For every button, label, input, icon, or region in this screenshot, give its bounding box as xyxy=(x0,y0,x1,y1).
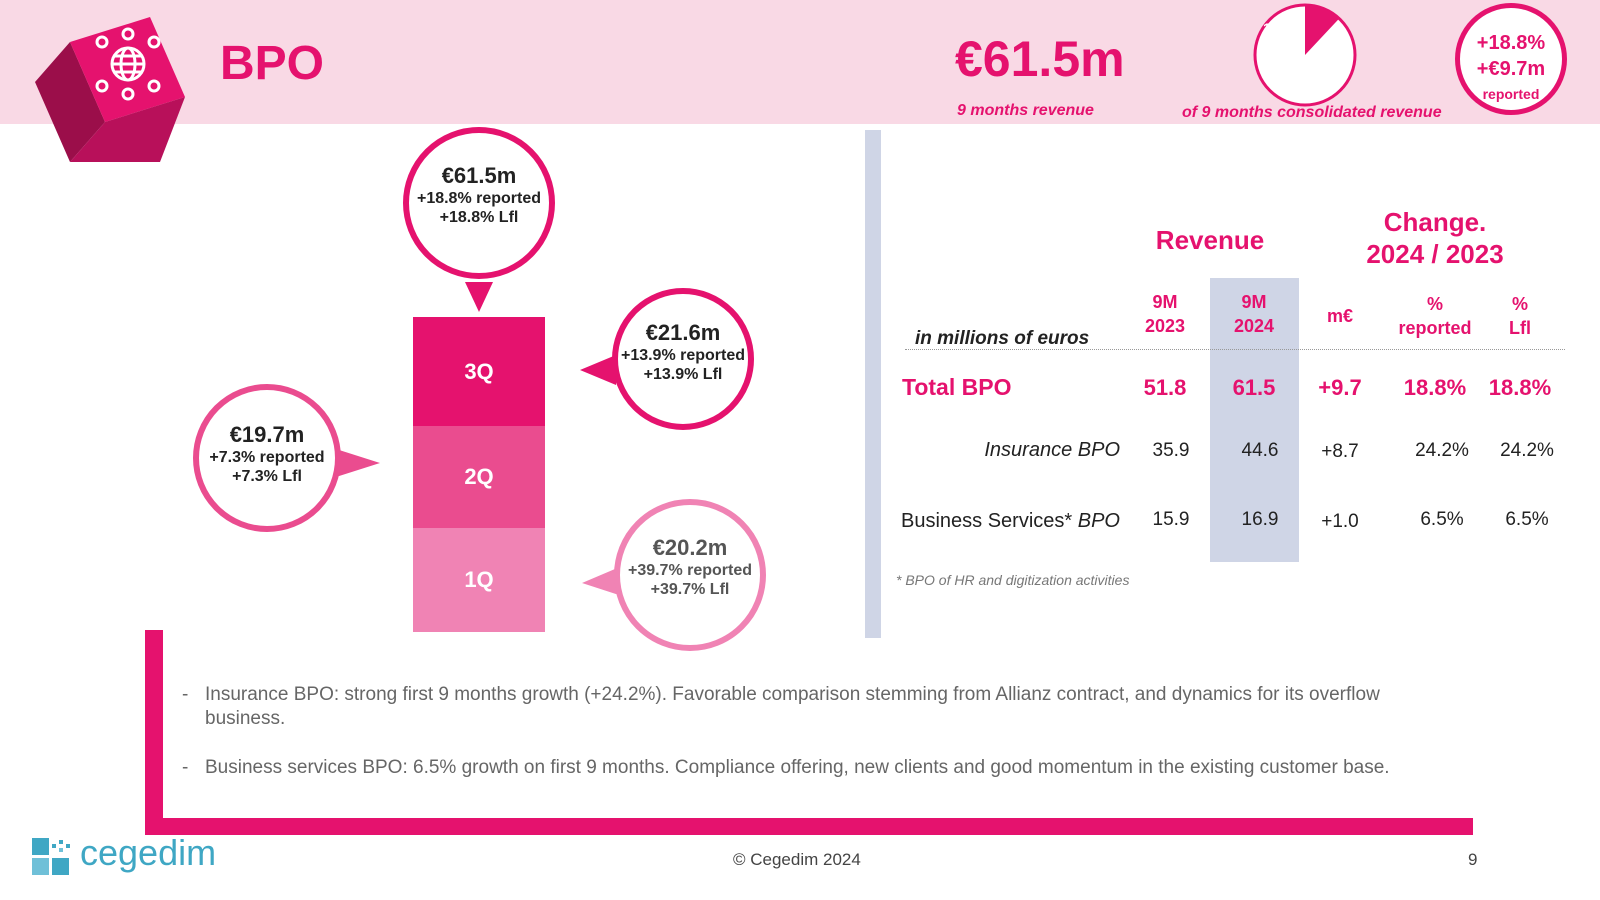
row-business-9m2024: 16.9 xyxy=(1241,509,1279,530)
bar-q3: 3Q xyxy=(413,317,545,426)
table-footnote: * BPO of HR and digitization activities xyxy=(896,572,1130,588)
total-value: €61.5m xyxy=(441,163,517,188)
page-title: BPO xyxy=(220,37,325,90)
vertical-divider xyxy=(865,130,881,638)
q1-value: €20.2m xyxy=(652,535,728,560)
q2-value: €19.7m xyxy=(229,422,305,447)
cegedim-logo-icon xyxy=(32,838,70,875)
total-bubble-pointer xyxy=(465,282,493,312)
badge-reported: reported xyxy=(1482,86,1540,102)
q2-bubble: €19.7m +7.3% reported +7.3% Lfl xyxy=(193,384,341,532)
q2-bubble-pointer xyxy=(336,449,380,477)
bar-q1-label: 1Q xyxy=(464,567,494,592)
bar-q1: 1Q xyxy=(413,528,545,632)
comment-frame-left xyxy=(145,630,163,835)
change-header: Change. 2024 / 2023 xyxy=(1350,206,1520,270)
bar-q2: 2Q xyxy=(413,426,545,528)
q3-value: €21.6m xyxy=(645,320,721,345)
row-insurance-9m2023: 35.9 xyxy=(1152,440,1190,461)
col-reported-line1: % xyxy=(1426,294,1443,314)
col-9m2024-line2: 2024 xyxy=(1233,316,1275,336)
col-lfl-line1: % xyxy=(1511,294,1528,314)
q3-bubble-pointer xyxy=(580,355,616,385)
bullet-insurance-text: Insurance BPO: strong first 9 months gro… xyxy=(205,684,1380,729)
bullet-dash: - xyxy=(182,684,189,705)
units-label: in millions of euros xyxy=(915,328,1090,349)
row-total-reported: 18.8% xyxy=(1403,375,1467,400)
col-9m2023-line2: 2023 xyxy=(1144,316,1186,336)
row-business-label-main: Business Services* xyxy=(901,510,1073,532)
cegedim-logo-text: cegedim xyxy=(80,832,217,873)
q1-bubble-pointer xyxy=(582,566,622,596)
q3-reported: +13.9% reported xyxy=(620,347,746,364)
comment-bullet-insurance: - Insurance BPO: strong first 9 months g… xyxy=(182,683,1452,731)
revenue-share-pie xyxy=(1253,3,1357,107)
q3-lfl: +13.9% Lfl xyxy=(643,366,723,383)
kpi-revenue-value: €61.5m xyxy=(955,31,1125,87)
bar-q3-label: 3Q xyxy=(464,358,494,384)
comment-frame-bottom xyxy=(145,818,1473,835)
badge-amount: +€9.7m xyxy=(1476,58,1546,80)
col-reported-line2: reported xyxy=(1398,318,1472,338)
row-business-lfl: 6.5% xyxy=(1505,509,1549,530)
col-header-9m2023: 9M 2023 xyxy=(1125,290,1205,338)
q1-lfl: +39.7% Lfl xyxy=(650,581,730,598)
badge-percent: +18.8% xyxy=(1476,32,1546,54)
col-9m2023-line1: 9M xyxy=(1152,292,1178,312)
total-reported: +18.8% reported xyxy=(416,190,542,207)
total-lfl: +18.8% Lfl xyxy=(439,209,519,226)
total-bubble: €61.5m +18.8% reported +18.8% Lfl xyxy=(403,127,555,279)
col-header-9m2024: 9M 2024 xyxy=(1214,290,1294,338)
row-business-label-bpo: BPO xyxy=(1077,510,1120,532)
bar-q2-label: 2Q xyxy=(464,464,494,489)
col-9m2024-line1: 9M xyxy=(1241,292,1267,312)
col-lfl-line2: Lfl xyxy=(1509,318,1531,338)
kpi-revenue-caption: 9 months revenue xyxy=(957,102,1094,119)
pie-percent-label: 12% xyxy=(1263,20,1292,36)
row-insurance-reported: 24.2% xyxy=(1415,440,1469,461)
row-insurance-meur: +8.7 xyxy=(1321,441,1359,462)
bpo-cube-icon xyxy=(35,17,185,162)
row-insurance-9m2024: 44.6 xyxy=(1241,440,1279,461)
bullet-dash: - xyxy=(182,757,189,778)
header-divider xyxy=(905,349,1565,350)
row-total-meur: +9.7 xyxy=(1318,375,1362,400)
growth-badge: +18.8% +€9.7m reported xyxy=(1455,3,1567,115)
share-caption: of 9 months consolidated revenue xyxy=(1182,104,1442,121)
q1-reported: +39.7% reported xyxy=(627,562,753,579)
row-total-lfl: 18.8% xyxy=(1488,375,1552,400)
page-number: 9 xyxy=(1468,850,1478,869)
q1-bubble: €20.2m +39.7% reported +39.7% Lfl xyxy=(614,499,766,651)
copyright: © Cegedim 2024 xyxy=(733,850,861,869)
col-header-meur: m€ xyxy=(1326,306,1353,326)
row-business-meur: +1.0 xyxy=(1321,511,1359,532)
row-total-9m2024: 61.5 xyxy=(1232,375,1276,400)
q3-bubble: €21.6m +13.9% reported +13.9% Lfl xyxy=(612,288,754,430)
revenue-header: Revenue xyxy=(1155,225,1265,255)
table-highlight-9m2024 xyxy=(1210,278,1299,562)
row-business-reported: 6.5% xyxy=(1420,509,1464,530)
bullet-business-text: Business services BPO: 6.5% growth on fi… xyxy=(205,757,1390,778)
col-header-reported: % reported xyxy=(1385,292,1485,340)
q2-lfl: +7.3% Lfl xyxy=(232,468,302,485)
row-insurance-lfl: 24.2% xyxy=(1500,440,1554,461)
change-header-line1: Change. xyxy=(1383,207,1487,237)
col-header-lfl: % Lfl xyxy=(1490,292,1550,340)
row-business-9m2023: 15.9 xyxy=(1152,509,1190,530)
change-header-line2: 2024 / 2023 xyxy=(1366,239,1504,269)
comment-bullet-business: - Business services BPO: 6.5% growth on … xyxy=(182,756,1452,780)
row-business-label: Business Services* BPO xyxy=(890,510,1120,533)
row-total-9m2023: 51.8 xyxy=(1143,375,1187,400)
row-total-label: Total BPO xyxy=(902,374,1012,400)
pie-slice xyxy=(1305,5,1340,55)
q2-reported: +7.3% reported xyxy=(209,449,325,466)
row-insurance-label: Insurance BPO xyxy=(984,439,1120,461)
